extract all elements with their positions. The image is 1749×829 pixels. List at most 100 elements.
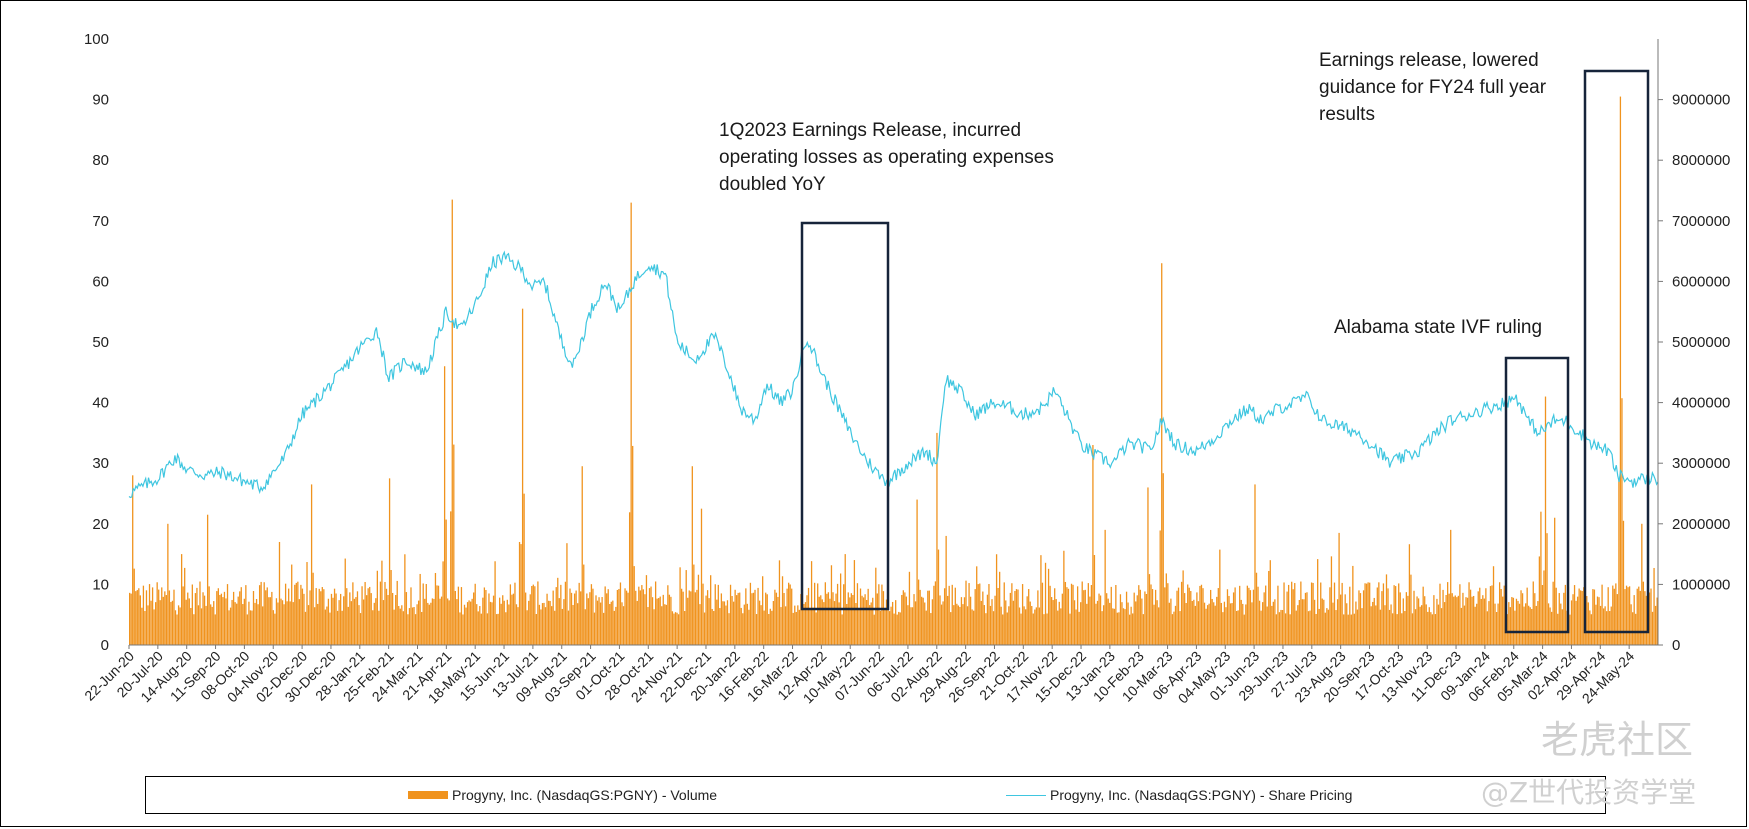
volume-bar [1434, 614, 1437, 645]
volume-bar [745, 588, 747, 645]
volume-bar [1116, 612, 1119, 645]
volume-bar [635, 590, 637, 645]
volume-bar [298, 599, 301, 645]
volume-bar [1486, 611, 1489, 645]
volume-bar [1515, 598, 1518, 645]
volume-bar [1188, 587, 1190, 645]
volume-bar [138, 588, 140, 645]
volume-bar [846, 604, 848, 645]
volume-bar [1632, 612, 1634, 645]
volume-bar [1165, 573, 1167, 645]
volume-bar [1294, 583, 1296, 645]
volume-bar [1625, 585, 1628, 645]
volume-bar [398, 606, 400, 645]
volume-bar [428, 604, 430, 645]
volume-bar [1356, 609, 1359, 645]
volume-bar [232, 591, 235, 645]
volume-bar [401, 605, 403, 645]
volume-bar [1014, 591, 1016, 645]
volume-bar [1041, 582, 1044, 645]
volume-bar [1364, 583, 1366, 645]
volume-bar [752, 592, 755, 645]
volume-bar [174, 610, 177, 645]
volume-bar [1385, 574, 1388, 645]
volume-bar [1106, 593, 1108, 645]
volume-bar [719, 608, 721, 645]
volume-bar [1080, 602, 1082, 645]
volume-bar [994, 595, 996, 645]
volume-bar [1185, 603, 1187, 645]
volume-bar [271, 591, 273, 645]
volume-bar [1243, 614, 1245, 645]
volume-bar [393, 609, 395, 645]
volume-bar [716, 599, 718, 645]
volume-bar [1544, 396, 1547, 645]
volume-bar [725, 605, 727, 645]
volume-bar [1518, 603, 1521, 645]
volume-bar [878, 584, 880, 645]
volume-bar [1561, 609, 1563, 645]
volume-bar [922, 597, 924, 645]
volume-bar [476, 604, 478, 645]
volume-bar [304, 611, 307, 645]
volume-bar [1292, 589, 1294, 645]
volume-bar [982, 591, 984, 645]
volume-bar [482, 597, 484, 645]
volume-bar [521, 308, 524, 645]
volume-bar [1520, 590, 1522, 645]
volume-bar [898, 611, 900, 645]
volume-bar [1390, 604, 1392, 645]
volume-bar [477, 611, 479, 645]
volume-bar [1127, 602, 1129, 645]
volume-bar [607, 589, 609, 645]
volume-bar [225, 598, 227, 645]
volume-bar [598, 597, 600, 645]
volume-bar [1388, 609, 1391, 645]
volume-bar [1122, 608, 1125, 645]
volume-bar [1313, 599, 1316, 645]
volume-bar [1633, 595, 1635, 645]
volume-bar [1047, 568, 1050, 645]
volume-bar [147, 605, 149, 645]
volume-bar [1569, 614, 1571, 645]
volume-bar [1219, 549, 1221, 645]
volume-bar [1433, 595, 1435, 645]
volume-bar [829, 598, 831, 645]
volume-bar [1035, 607, 1037, 645]
volume-bar [729, 584, 732, 645]
volume-bar [1581, 591, 1583, 645]
volume-bar [440, 596, 443, 645]
volume-bar [340, 593, 342, 645]
volume-bar [373, 602, 375, 645]
volume-bar [222, 597, 224, 645]
volume-bar [1465, 597, 1467, 645]
volume-bar [873, 614, 875, 645]
volume-bar [404, 554, 406, 645]
volume-bar [1369, 582, 1371, 645]
left-axis-tick-label: 100 [84, 31, 109, 48]
volume-bar [913, 594, 915, 645]
volume-bar [613, 610, 615, 645]
volume-bar [1546, 533, 1548, 645]
volume-bar [1023, 606, 1025, 645]
volume-bar [457, 586, 460, 645]
volume-bar [1517, 600, 1519, 645]
volume-bar [795, 611, 797, 645]
volume-bar [436, 585, 438, 645]
volume-bar [226, 584, 229, 645]
volume-bar [1303, 599, 1305, 645]
volume-bar [1112, 608, 1114, 645]
volume-bar [442, 561, 444, 645]
volume-bar [789, 584, 791, 645]
volume-bar [1265, 585, 1267, 645]
volume-bar [664, 604, 666, 645]
volume-bar [549, 600, 551, 645]
volume-bar [734, 589, 736, 645]
volume-bar [1514, 610, 1516, 645]
volume-bar [754, 589, 756, 645]
volume-bar [1017, 589, 1019, 645]
volume-bar [135, 591, 137, 645]
volume-bar [1508, 602, 1510, 645]
volume-bar [957, 605, 960, 645]
volume-bar [1144, 591, 1146, 645]
